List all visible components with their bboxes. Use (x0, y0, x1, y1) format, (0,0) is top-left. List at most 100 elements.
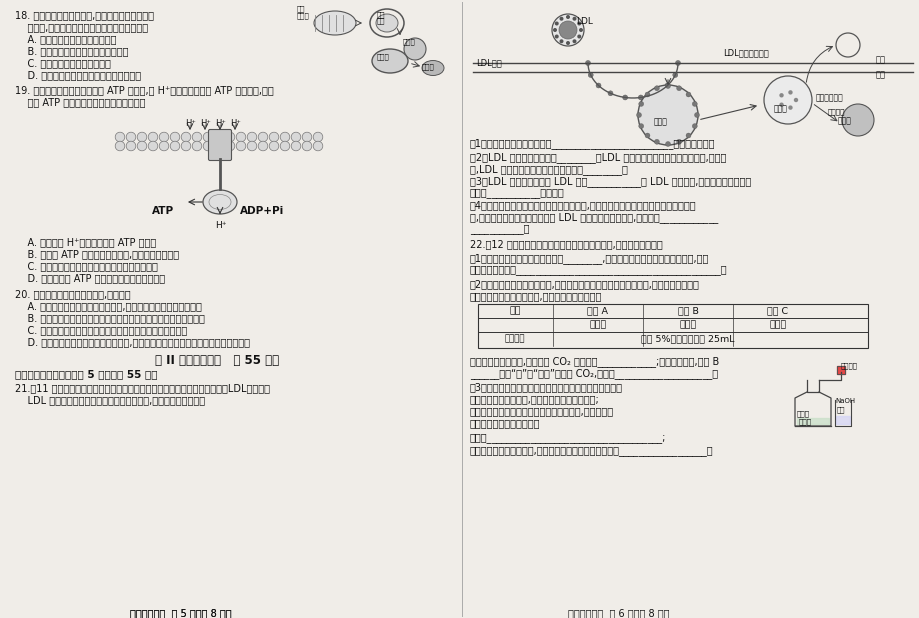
Circle shape (793, 98, 798, 102)
Circle shape (312, 141, 323, 151)
Circle shape (694, 112, 698, 117)
Circle shape (788, 106, 792, 110)
Circle shape (291, 132, 301, 142)
Circle shape (214, 141, 223, 151)
Circle shape (675, 139, 681, 144)
Text: 线粒体: 线粒体 (297, 12, 310, 19)
Text: 转运至溶酶体: 转运至溶酶体 (815, 93, 843, 102)
Circle shape (584, 61, 590, 66)
Text: 组别: 组别 (509, 306, 520, 315)
Circle shape (403, 38, 425, 60)
Circle shape (115, 141, 125, 151)
Circle shape (551, 14, 584, 46)
Circle shape (247, 141, 256, 151)
Circle shape (644, 92, 650, 97)
Circle shape (214, 132, 223, 142)
Circle shape (126, 141, 136, 151)
Text: 高一生物试题  第 6 页（共 8 页）: 高一生物试题 第 6 页（共 8 页） (567, 608, 669, 618)
Circle shape (572, 40, 576, 43)
Circle shape (638, 101, 643, 106)
Text: 溶液: 溶液 (836, 406, 845, 413)
Text: C. 线粒体内膜和叶绿体内膜上均能发生图示过程: C. 线粒体内膜和叶绿体内膜上均能发生图示过程 (15, 261, 158, 271)
Text: LDL 颗粒通过受体介导的胞吞作用进入细胞,其过程如下图所示。: LDL 颗粒通过受体介导的胞吞作用进入细胞,其过程如下图所示。 (15, 395, 205, 405)
Text: 高一生物试题  第 5 页（共 8 页）: 高一生物试题 第 5 页（共 8 页） (130, 608, 232, 618)
Text: 胆固醇等: 胆固醇等 (827, 108, 845, 114)
Text: ______（填“能”或“不能”）产生 CO₂,原因是____________________。: ______（填“能”或“不能”）产生 CO₂,原因是_____________… (470, 368, 718, 379)
Text: A. 生物膜对 H⁺的通透性影响 ATP 的生成: A. 生物膜对 H⁺的通透性影响 ATP 的生成 (15, 237, 156, 247)
Ellipse shape (422, 61, 444, 75)
Ellipse shape (376, 14, 398, 32)
Circle shape (664, 142, 670, 146)
Circle shape (578, 28, 583, 32)
Text: 酵母菌: 酵母菌 (796, 410, 810, 417)
Circle shape (192, 141, 201, 151)
Text: 同学乙认为同学甲的装置不能达到实验目的,请阐述同学: 同学乙认为同学甲的装置不能达到实验目的,请阐述同学 (470, 406, 614, 416)
Circle shape (258, 141, 267, 151)
Text: （3）同学甲为了验证在某氧气浓度下酵母菌既能进行有氧: （3）同学甲为了验证在某氧气浓度下酵母菌既能进行有氧 (470, 382, 622, 392)
Text: D. 探究光照强度对光合作用的影响时,可通过改变光源与烧杯的距离来调节光照强度: D. 探究光照强度对光合作用的影响时,可通过改变光源与烧杯的距离来调节光照强度 (15, 337, 250, 347)
Circle shape (572, 17, 576, 21)
FancyBboxPatch shape (209, 130, 232, 161)
Text: 试管 A: 试管 A (587, 306, 607, 315)
Circle shape (301, 132, 312, 142)
Text: 残废体: 残废体 (422, 63, 435, 70)
Text: D. 细胞中催化 ATP 合成的酶均分布于生物膜上: D. 细胞中催化 ATP 合成的酶均分布于生物膜上 (15, 273, 165, 283)
Circle shape (554, 22, 558, 25)
Circle shape (675, 61, 680, 66)
Circle shape (225, 132, 234, 142)
Circle shape (312, 132, 323, 142)
Text: 试管 B: 试管 B (676, 306, 698, 315)
Text: 溶酶体: 溶酶体 (837, 116, 851, 125)
Circle shape (576, 35, 581, 38)
Circle shape (159, 132, 168, 142)
Circle shape (686, 133, 690, 138)
Text: C. 可利用过氧化氢酶和过氧化氢来探究温度对酶活性的影响: C. 可利用过氧化氢酶和过氧化氢来探究温度对酶活性的影响 (15, 325, 187, 335)
Circle shape (664, 83, 670, 88)
Text: 自噬: 自噬 (377, 11, 385, 17)
Text: ATP: ATP (152, 206, 174, 216)
Circle shape (644, 133, 650, 138)
Text: B. 自噬体中的水解酶在溶酶体中合成: B. 自噬体中的水解酶在溶酶体中合成 (15, 46, 129, 56)
Text: LDL: LDL (575, 17, 592, 26)
Text: 加入 5%的葡萄糖溶液 25mL: 加入 5%的葡萄糖溶液 25mL (641, 334, 734, 343)
Circle shape (247, 132, 256, 142)
Circle shape (280, 132, 289, 142)
Circle shape (638, 124, 643, 129)
Text: 物（只含细胞器和细胞核）,进行如下表所示实验：: 物（只含细胞器和细胞核）,进行如下表所示实验： (470, 291, 602, 301)
Text: 溶酶体: 溶酶体 (403, 38, 415, 44)
Text: 沉淀物: 沉淀物 (768, 320, 786, 329)
Text: 改进方案：增设一组装置,该装置与图示装置的不同之处是__________________。: 改进方案：增设一组装置,该装置与图示装置的不同之处是______________… (470, 446, 713, 456)
Text: 学反应式可简写成__________________________________________。: 学反应式可简写成________________________________… (470, 265, 727, 275)
Text: 测,LDL 受体合成后加工、修饰的场所是________。: 测,LDL 受体合成后加工、修饰的场所是________。 (470, 164, 627, 175)
Text: A. 胡萝卜素在层析液中溶解度最高,因此在滤纸条上扩散速度最快: A. 胡萝卜素在层析液中溶解度最高,因此在滤纸条上扩散速度最快 (15, 301, 201, 311)
Text: C. 自噬体的形成需要消耗能量: C. 自噬体的形成需要消耗能量 (15, 58, 111, 68)
Circle shape (170, 132, 179, 142)
Circle shape (552, 28, 556, 32)
Text: 三、非选择题：本题包括 5 小题，共 55 分。: 三、非选择题：本题包括 5 小题，共 55 分。 (15, 369, 157, 379)
Ellipse shape (203, 190, 237, 214)
Text: 酵母菌: 酵母菌 (589, 320, 606, 329)
Text: H⁺: H⁺ (215, 119, 226, 128)
Circle shape (652, 91, 657, 96)
Text: 18. 衰老的线粒体功能降低,细胞可通过自噬作用将: 18. 衰老的线粒体功能降低,细胞可通过自噬作用将 (15, 10, 153, 20)
Circle shape (636, 112, 641, 117)
Text: （3）LDL 进入细胞时需要 LDL 中的___________与 LDL 受体结合,结合过程体现了细胞: （3）LDL 进入细胞时需要 LDL 中的___________与 LDL 受体… (470, 176, 751, 187)
Circle shape (653, 139, 659, 144)
Text: LDL受体返回质膜: LDL受体返回质膜 (722, 48, 768, 57)
Text: 乙的理由并给出改进方案。: 乙的理由并给出改进方案。 (470, 418, 540, 428)
Circle shape (203, 132, 212, 142)
Circle shape (269, 141, 278, 151)
Circle shape (203, 141, 212, 151)
Text: ADP+Pi: ADP+Pi (240, 206, 284, 216)
Text: 红色液珠: 红色液珠 (840, 362, 857, 368)
Text: ___________。: ___________。 (470, 224, 529, 234)
Text: 其清除,过程如图所示。下列有关叙述错误的是: 其清除,过程如图所示。下列有关叙述错误的是 (15, 22, 148, 32)
Circle shape (576, 22, 581, 25)
Circle shape (126, 132, 136, 142)
Text: 衰老: 衰老 (297, 5, 305, 12)
Text: 理由：____________________________________;: 理由：____________________________________; (470, 433, 665, 443)
Text: 呼吸又能进行无氧呼吸,设计了右图所示实验装置;: 呼吸又能进行无氧呼吸,设计了右图所示实验装置; (470, 394, 599, 404)
Text: 22.（12 分）酵母菌在有氧和无氧条件下都能生存,属于兼性厌氧菌。: 22.（12 分）酵母菌在有氧和无氧条件下都能生存,属于兼性厌氧菌。 (470, 239, 662, 249)
Text: H⁺: H⁺ (199, 119, 210, 128)
Circle shape (559, 40, 562, 43)
